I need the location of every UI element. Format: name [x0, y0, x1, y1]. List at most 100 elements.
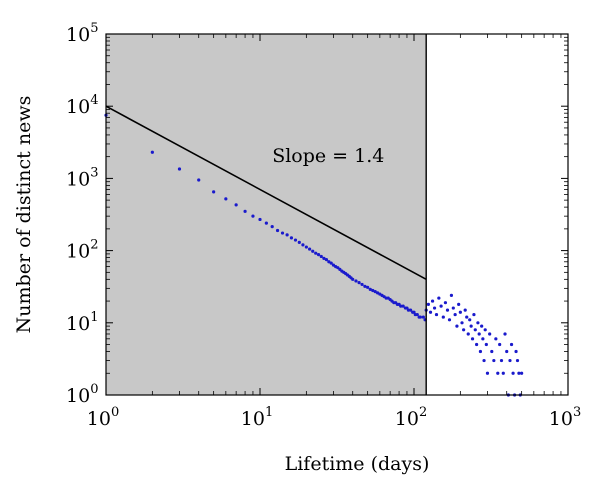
shaded-region — [106, 34, 427, 395]
y-axis-label: Number of distinct news — [13, 96, 35, 334]
plot-frame — [105, 33, 569, 396]
data-point — [501, 371, 505, 375]
x-ticks: 100 101 102 103 — [87, 34, 581, 430]
data-point — [275, 228, 280, 233]
data-point — [465, 315, 469, 319]
data-point — [308, 247, 312, 251]
data-point — [503, 332, 507, 336]
data-points — [104, 113, 524, 397]
data-point — [428, 310, 433, 314]
data-point — [445, 308, 450, 312]
data-point — [264, 221, 268, 225]
data-point — [499, 358, 504, 363]
data-point — [514, 349, 518, 354]
data-point — [488, 332, 492, 336]
data-point — [509, 342, 514, 347]
data-point — [457, 302, 461, 306]
data-point — [466, 332, 470, 336]
data-point — [481, 337, 485, 341]
data-point — [212, 190, 216, 194]
data-point — [455, 324, 459, 328]
data-point — [490, 349, 494, 354]
data-point — [327, 260, 331, 264]
data-point — [408, 308, 413, 312]
data-point — [434, 312, 439, 317]
data-point — [482, 358, 486, 363]
data-point — [354, 279, 358, 283]
data-point — [443, 301, 448, 305]
data-point — [492, 358, 496, 363]
fit-line — [105, 105, 427, 281]
data-point — [515, 358, 520, 363]
data-point — [197, 178, 201, 182]
data-point — [439, 304, 443, 308]
data-point — [505, 349, 509, 354]
data-point — [401, 304, 405, 308]
data-point — [463, 308, 467, 312]
data-point — [360, 282, 364, 287]
data-point — [329, 261, 333, 265]
x-tick-label: 101 — [241, 405, 273, 430]
data-point — [496, 371, 500, 375]
data-point — [363, 284, 367, 288]
data-point — [470, 337, 475, 341]
fit-line-group — [105, 34, 427, 395]
data-point — [462, 328, 466, 332]
data-point — [478, 349, 483, 354]
data-point — [508, 358, 512, 363]
x-tick-label: 100 — [87, 405, 119, 430]
data-point — [476, 321, 480, 325]
data-point — [177, 167, 182, 171]
data-point — [319, 254, 323, 259]
data-point — [451, 306, 455, 310]
data-point — [243, 209, 247, 213]
data-point — [498, 342, 502, 347]
data-point — [301, 243, 305, 247]
data-point — [258, 217, 262, 222]
data-point — [475, 342, 479, 347]
data-point — [418, 315, 422, 319]
data-point — [453, 312, 457, 317]
data-point — [316, 253, 321, 257]
data-point — [351, 277, 355, 281]
data-point — [472, 312, 476, 317]
data-point — [357, 281, 361, 285]
slope-annotation: Slope = 1.4 — [272, 145, 384, 167]
axes-frame — [105, 33, 569, 396]
x-tick-label: 103 — [549, 405, 581, 430]
data-point — [485, 371, 490, 375]
data-point — [441, 315, 445, 319]
y-tick-label: 104 — [66, 93, 98, 118]
y-ticks: 100 101 102 103 104 105 — [66, 21, 568, 407]
data-point — [468, 318, 472, 322]
data-point — [520, 371, 524, 375]
data-point — [314, 251, 318, 255]
data-point — [469, 324, 473, 328]
data-point — [234, 203, 238, 207]
data-point — [517, 371, 521, 375]
y-tick-label: 100 — [66, 382, 98, 407]
data-point — [432, 306, 437, 310]
y-tick-label: 105 — [66, 21, 98, 46]
shaded-region-rect — [106, 34, 427, 395]
data-point — [473, 328, 477, 332]
data-point — [371, 288, 375, 293]
data-point — [426, 302, 430, 306]
y-tick-label: 101 — [66, 310, 98, 335]
data-point — [366, 285, 370, 289]
data-point — [311, 249, 315, 253]
data-point — [322, 256, 326, 260]
data-point — [494, 337, 498, 341]
data-point — [270, 225, 274, 229]
data-point — [324, 258, 329, 262]
data-point — [150, 150, 154, 154]
data-point — [285, 233, 289, 237]
data-point — [368, 287, 372, 292]
data-point — [304, 245, 308, 249]
data-point — [289, 236, 294, 240]
x-tick-label: 102 — [395, 405, 427, 430]
data-point — [297, 240, 301, 244]
x-axis-label: Lifetime (days) — [285, 453, 430, 475]
y-tick-label: 103 — [66, 165, 98, 190]
data-point — [412, 310, 416, 314]
